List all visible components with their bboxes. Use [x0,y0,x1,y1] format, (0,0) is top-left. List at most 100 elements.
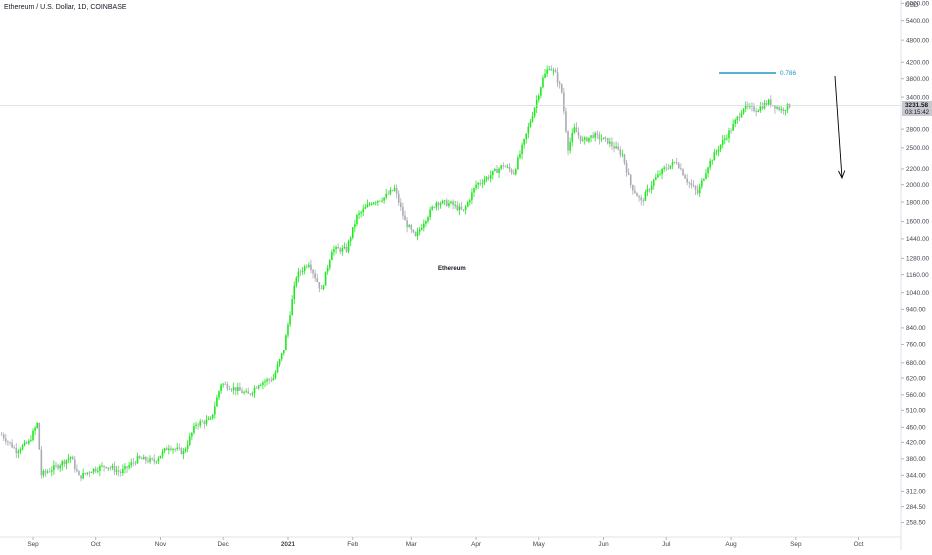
candle [558,80,561,89]
candle [232,382,235,395]
time-tick-label: Sep [790,541,802,548]
candle [533,106,536,119]
price-axis-ticks: 6000.00 5400.00 4800.00 4200.00 3800.00 3400.… [901,1,930,527]
fib-level-label: 0.786 [780,70,796,77]
candle [696,184,699,196]
time-tick-label: Jun [598,541,609,548]
candle [285,333,287,351]
candle [205,415,208,427]
candle [784,109,787,116]
candle [230,387,233,393]
candle [721,135,724,149]
candle [529,118,532,128]
time-tick-label: Dec [218,541,230,548]
candle [178,443,181,451]
candle [588,137,590,144]
candle [105,466,107,469]
price-tick-label: 1600.00 [906,219,930,226]
candle [550,65,553,71]
candle [466,200,469,208]
candle [335,245,337,254]
candle [320,285,323,290]
candle [132,458,135,467]
candle [400,198,402,211]
candle [431,205,433,212]
candle [542,75,544,89]
candle [619,146,622,158]
candle [207,416,210,421]
candle [157,456,160,465]
candle [744,101,747,112]
candle [211,414,214,420]
candle [671,159,674,170]
candle [28,438,30,446]
candle [657,170,659,179]
candle [84,472,87,476]
candle [176,442,179,452]
candle [94,466,97,474]
candle [521,142,523,160]
candle [736,115,739,124]
time-axis-ticks: Sep Oct Nov Dec 2021 Feb Mar Apr May Jun Jul Aug Sep… [27,537,864,548]
candle [86,472,89,476]
candle [23,439,26,447]
candle [640,194,642,206]
candle [195,421,197,429]
price-axis[interactable]: USD 6000.00 5400.00 4800.00 4200.00 3800.00 3… [900,0,932,550]
candle [575,122,578,133]
candle [15,442,18,459]
time-tick-label: Oct [91,541,101,548]
ethereum-annotation[interactable]: Ethereum [438,266,466,272]
candle [249,393,252,396]
candle [661,167,663,180]
time-tick-label: Apr [471,541,482,548]
candle [341,245,344,256]
candle [759,102,762,113]
candle [642,197,645,206]
candle [655,173,657,181]
candle [126,465,128,473]
candle [216,394,218,407]
candle [544,68,546,79]
candle [742,108,745,115]
price-tick-label: 5400.00 [906,18,930,25]
candle [218,390,220,401]
candle [548,65,551,71]
candle [496,164,498,174]
time-axis[interactable]: Sep Oct Nov Dec 2021 Feb Mar Apr May Jun Jul Aug Sep… [0,536,901,548]
arrow-drawing[interactable] [834,75,846,180]
candle [2,432,5,442]
candle [512,169,515,175]
candle [778,104,780,112]
candle [99,464,101,476]
candle [170,445,172,452]
candle [51,466,53,477]
candle [163,447,166,454]
price-tick-label: 6000.00 [906,1,930,8]
candle [71,455,74,460]
candle [82,468,84,480]
candle [502,162,505,170]
candle [193,422,195,435]
candle [383,197,385,204]
chart-title: Ethereum / U.S. Dollar, 1D, COINBASE [4,4,127,11]
price-tick-label: 2200.00 [906,166,930,173]
price-tick-label: 4800.00 [906,37,930,44]
candle [44,468,47,477]
candle [251,391,254,397]
candle [224,381,227,385]
candle [115,465,118,476]
candle [563,88,565,115]
candle [46,469,49,474]
candle [456,201,459,212]
candle [276,361,279,374]
candle [690,179,693,189]
candle [728,127,730,143]
candle [675,157,678,165]
candle [652,178,655,190]
time-tick-label: 2021 [281,541,296,548]
candle [606,137,609,145]
